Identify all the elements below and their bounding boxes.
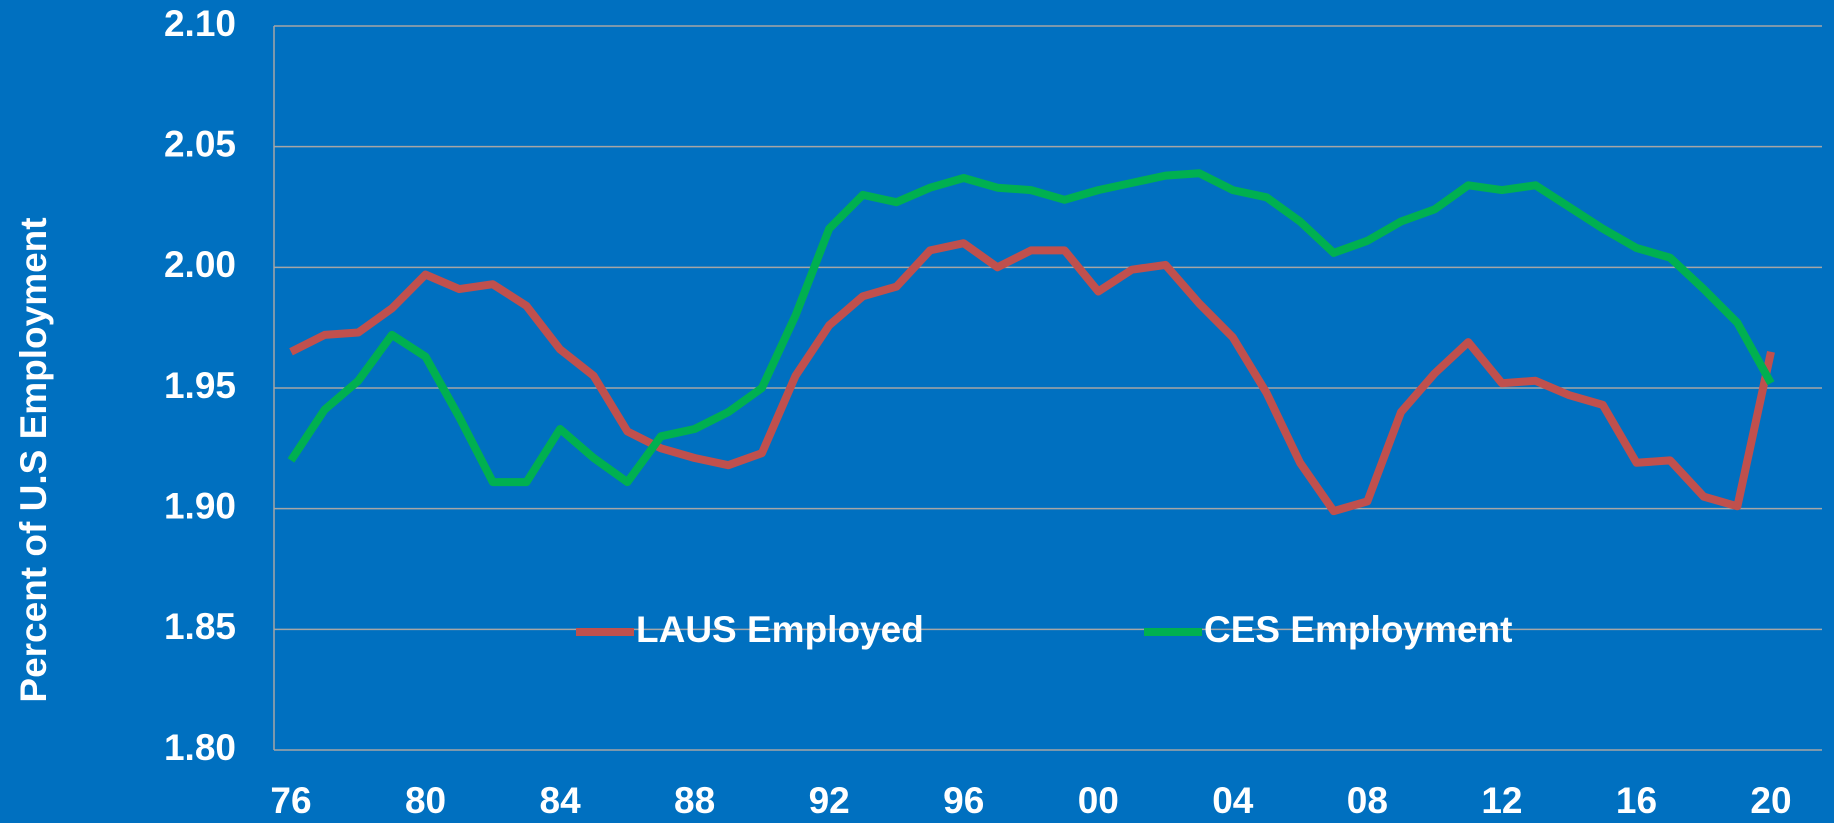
x-tick-label: 84 [540, 780, 582, 821]
x-tick-label: 80 [405, 780, 446, 821]
y-tick-label: 1.90 [164, 485, 236, 526]
x-tick-label: 00 [1078, 780, 1119, 821]
y-tick-label: 2.05 [164, 123, 236, 164]
x-tick-label: 04 [1212, 780, 1254, 821]
y-tick-label: 1.80 [164, 727, 236, 768]
line-series [289, 239, 1775, 516]
legend-label: CES Employment [1204, 609, 1512, 650]
x-tick-label: 16 [1616, 780, 1657, 821]
y-tick-label: 2.00 [164, 244, 236, 285]
y-tick-label: 1.85 [164, 606, 236, 647]
y-tick-label: 2.10 [164, 3, 236, 44]
x-tick-label: 20 [1750, 780, 1791, 821]
y-axis-label: Percent of U.S Employment [13, 217, 54, 702]
x-tick-label: 12 [1481, 780, 1522, 821]
line-series [287, 169, 1775, 487]
x-tick-label: 76 [270, 780, 311, 821]
x-tick-label: 08 [1347, 780, 1388, 821]
x-tick-label: 92 [809, 780, 850, 821]
y-tick-label: 1.95 [164, 365, 236, 406]
x-tick-label: 96 [943, 780, 984, 821]
x-tick-label: 88 [674, 780, 715, 821]
legend-label: LAUS Employed [636, 609, 924, 650]
